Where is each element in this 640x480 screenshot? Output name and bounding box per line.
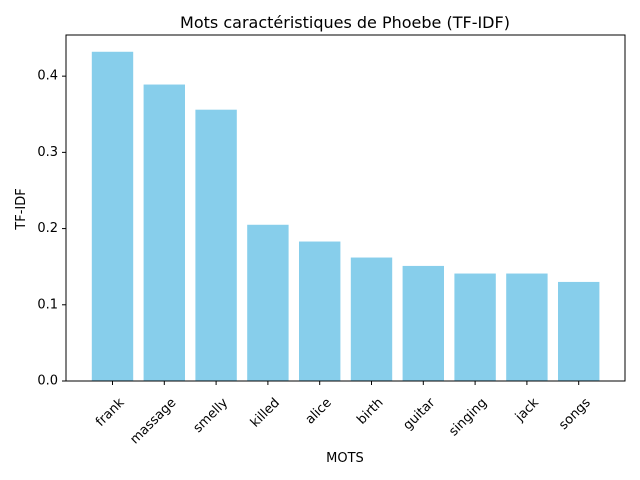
- y-tick-label: 0.4: [37, 69, 58, 84]
- y-axis-title: TF-IDF: [14, 188, 29, 230]
- bar-songs: [558, 281, 600, 381]
- x-axis-ticks: frank massage smelly killed alice birth guitar…: [93, 381, 594, 447]
- x-tick-label: jack: [512, 395, 542, 425]
- x-tick-label: frank: [93, 395, 128, 430]
- bar-killed: [247, 224, 289, 381]
- x-tick-label: songs: [556, 395, 594, 433]
- bar-birth: [350, 257, 393, 381]
- bar-jack: [506, 273, 548, 381]
- y-tick-label: 0.3: [37, 145, 58, 160]
- bar-smelly: [195, 109, 237, 381]
- x-axis-title: MOTS: [326, 451, 364, 466]
- y-tick-label: 0.1: [37, 297, 58, 312]
- plot-frame: [65, 34, 626, 382]
- bar-frank: [91, 51, 134, 382]
- x-tick-label: killed: [248, 395, 283, 430]
- y-tick-label: 0.2: [37, 221, 58, 236]
- x-tick-label: smelly: [191, 395, 232, 436]
- y-axis-ticks: 0.0 0.1 0.2 0.3 0.4: [37, 69, 66, 389]
- x-tick-label: birth: [354, 395, 386, 427]
- y-tick-label: 0.0: [37, 374, 58, 389]
- bar-guitar: [402, 265, 444, 381]
- bar-massage: [143, 84, 185, 381]
- bar-singing: [454, 273, 496, 381]
- chart-title: Mots caractéristiques de Phoebe (TF-IDF): [180, 13, 510, 32]
- x-tick-label: singing: [446, 395, 490, 439]
- bar-alice: [299, 241, 341, 381]
- x-tick-label: massage: [127, 395, 179, 447]
- bars-group: [91, 51, 600, 382]
- x-tick-label: guitar: [401, 395, 439, 433]
- x-tick-label: alice: [303, 395, 335, 427]
